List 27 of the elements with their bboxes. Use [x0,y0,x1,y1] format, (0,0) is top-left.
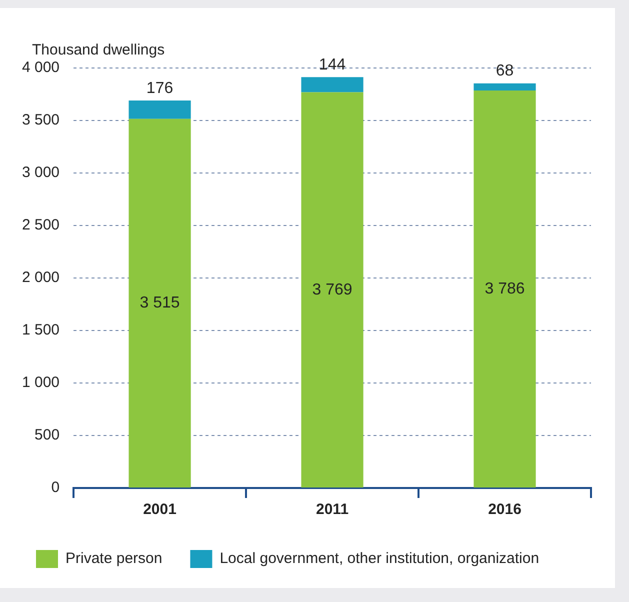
y-tick-label: 500 [34,426,60,444]
x-tick-label: 2016 [488,501,522,518]
y-tick-label: 1 000 [22,374,60,392]
data-label: 68 [496,62,514,80]
y-axis-title: Thousand dwellings [32,42,165,59]
legend-label: Private person [66,550,162,568]
data-label: 3 786 [484,280,525,298]
legend-label: Local government, other institution, organization [220,550,540,568]
data-label: 144 [318,56,346,74]
bar [128,118,191,488]
y-tick-label: 1 500 [22,322,60,339]
y-tick-label: 2 500 [22,216,60,234]
y-tick-label: 4 000 [22,59,60,76]
x-tick-label: 2011 [316,501,349,518]
data-label: 3 515 [140,294,180,312]
y-tick-label: 0 [51,479,60,496]
x-tick-label: 2001 [143,501,176,518]
bar [301,92,364,488]
bar [301,77,364,92]
bar [474,90,536,488]
y-tick-label: 3 500 [22,112,60,129]
bar [128,100,191,119]
data-label: 3 769 [312,281,352,298]
y-tick-label: 3 000 [22,164,60,182]
data-label: 176 [146,80,174,97]
bar [474,83,536,90]
y-tick-label: 2 000 [22,269,60,286]
